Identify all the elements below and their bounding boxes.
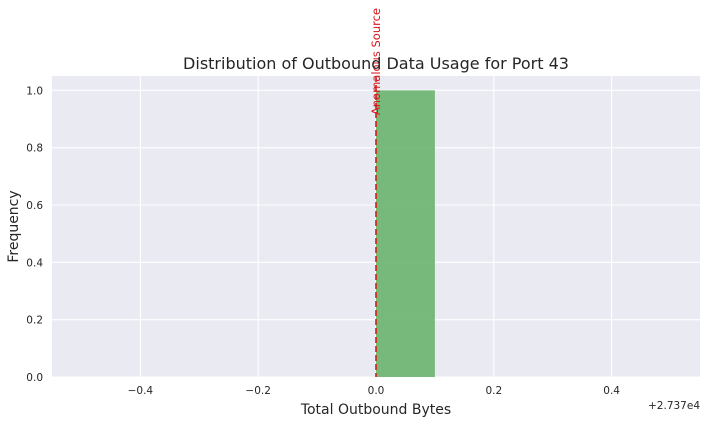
histogram-bars [376, 90, 435, 377]
chart-title: Distribution of Outbound Data Usage for … [183, 54, 569, 73]
y-tick-label: 0.0 [26, 372, 43, 384]
x-axis-label: Total Outbound Bytes [300, 402, 451, 418]
histogram-bar [376, 90, 435, 377]
y-axis-label: Frequency [6, 190, 22, 262]
y-tick-label: 0.4 [26, 257, 43, 269]
x-tick-label: 0.2 [485, 385, 502, 397]
anomaly-label: Anomalous Source [369, 8, 383, 115]
y-tick-label: 0.6 [26, 200, 43, 212]
y-tick-label: 0.2 [26, 315, 43, 327]
x-axis-offset-label: +2.737e4 [648, 400, 700, 412]
x-tick-label: −0.2 [245, 385, 271, 397]
annotation-layer: Anomalous Source [369, 8, 383, 377]
x-tick-label: −0.4 [128, 385, 154, 397]
x-tick-label: 0.0 [368, 385, 385, 397]
x-tick-label: 0.4 [603, 385, 620, 397]
y-tick-label: 0.8 [26, 143, 43, 155]
y-tick-label: 1.0 [26, 85, 43, 97]
tick-labels: −0.4 −0.2 0.0 0.2 0.4 0.0 0.2 0.4 0.6 0.8 1.0 [26, 85, 620, 397]
